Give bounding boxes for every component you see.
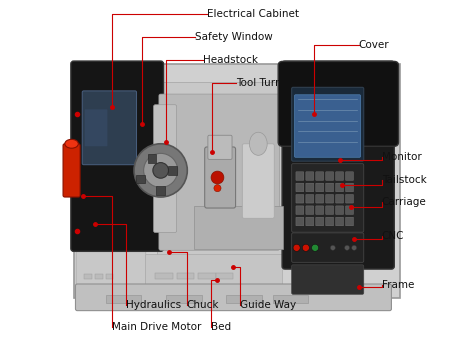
Text: Cover: Cover (359, 40, 389, 50)
FancyBboxPatch shape (326, 172, 334, 180)
FancyBboxPatch shape (292, 164, 364, 232)
Circle shape (214, 185, 221, 192)
FancyBboxPatch shape (306, 206, 314, 214)
Bar (227, 295, 262, 303)
FancyBboxPatch shape (296, 206, 304, 214)
FancyBboxPatch shape (71, 61, 164, 251)
FancyBboxPatch shape (346, 195, 354, 203)
FancyBboxPatch shape (316, 172, 324, 180)
FancyBboxPatch shape (282, 61, 394, 269)
FancyBboxPatch shape (208, 135, 232, 159)
FancyBboxPatch shape (316, 195, 324, 203)
FancyBboxPatch shape (316, 183, 324, 192)
Bar (148, 154, 156, 163)
Circle shape (352, 245, 356, 250)
Circle shape (153, 163, 168, 178)
FancyBboxPatch shape (292, 233, 364, 262)
Text: Carriage: Carriage (382, 197, 427, 207)
Bar (198, 273, 216, 279)
Bar (136, 175, 145, 183)
FancyBboxPatch shape (336, 217, 344, 226)
FancyBboxPatch shape (63, 144, 80, 197)
Bar (156, 186, 165, 195)
FancyBboxPatch shape (242, 144, 274, 218)
Text: Tailstock: Tailstock (382, 175, 427, 185)
Bar (168, 166, 177, 175)
Bar (106, 274, 113, 279)
FancyBboxPatch shape (76, 246, 146, 287)
FancyBboxPatch shape (346, 206, 354, 214)
Bar (106, 295, 141, 303)
FancyBboxPatch shape (296, 195, 304, 203)
FancyBboxPatch shape (159, 94, 280, 250)
Bar (273, 295, 308, 303)
FancyBboxPatch shape (336, 195, 344, 203)
Circle shape (311, 244, 319, 251)
Ellipse shape (65, 139, 78, 148)
Circle shape (302, 244, 310, 251)
FancyBboxPatch shape (326, 206, 334, 214)
FancyBboxPatch shape (306, 183, 314, 192)
Text: Guide Way: Guide Way (240, 300, 296, 310)
Text: CNC: CNC (382, 231, 404, 241)
FancyBboxPatch shape (75, 284, 392, 311)
FancyBboxPatch shape (306, 172, 314, 180)
Bar (155, 273, 173, 279)
FancyBboxPatch shape (336, 206, 344, 214)
Circle shape (345, 245, 349, 250)
FancyBboxPatch shape (306, 195, 314, 203)
Bar (194, 206, 283, 248)
Polygon shape (73, 64, 401, 298)
Circle shape (211, 171, 224, 184)
Text: Safety Window: Safety Window (195, 32, 273, 42)
Bar (216, 273, 234, 279)
FancyBboxPatch shape (326, 195, 334, 203)
FancyBboxPatch shape (292, 265, 364, 294)
Bar (84, 274, 92, 279)
Text: Tool Turret: Tool Turret (237, 78, 290, 88)
FancyBboxPatch shape (336, 172, 344, 180)
FancyBboxPatch shape (346, 183, 354, 192)
Bar (95, 274, 103, 279)
Text: Hydraulics: Hydraulics (126, 300, 181, 310)
Text: Frame: Frame (382, 280, 414, 290)
FancyBboxPatch shape (296, 183, 304, 192)
Bar (157, 82, 283, 259)
Text: Monitor: Monitor (382, 152, 421, 162)
Text: Main Drive Motor: Main Drive Motor (112, 322, 201, 332)
FancyBboxPatch shape (316, 206, 324, 214)
Bar (177, 273, 194, 279)
FancyBboxPatch shape (326, 183, 334, 192)
FancyBboxPatch shape (296, 217, 304, 226)
FancyBboxPatch shape (85, 109, 108, 146)
FancyBboxPatch shape (346, 172, 354, 180)
FancyBboxPatch shape (326, 217, 334, 226)
Circle shape (134, 144, 187, 197)
FancyBboxPatch shape (336, 183, 344, 192)
FancyBboxPatch shape (205, 147, 236, 208)
Text: Chuck: Chuck (187, 300, 219, 310)
Text: Electrical Cabinet: Electrical Cabinet (207, 9, 299, 19)
FancyBboxPatch shape (154, 105, 177, 233)
Circle shape (144, 153, 178, 187)
Bar (166, 295, 201, 303)
FancyBboxPatch shape (316, 217, 324, 226)
Text: Headstock: Headstock (202, 55, 257, 65)
Ellipse shape (249, 132, 267, 155)
FancyBboxPatch shape (296, 172, 304, 180)
FancyBboxPatch shape (306, 217, 314, 226)
FancyBboxPatch shape (82, 91, 137, 165)
FancyBboxPatch shape (146, 255, 283, 287)
FancyBboxPatch shape (346, 217, 354, 226)
FancyBboxPatch shape (294, 95, 361, 157)
Text: Bed: Bed (211, 322, 232, 332)
FancyBboxPatch shape (292, 87, 364, 161)
Circle shape (330, 245, 335, 250)
FancyBboxPatch shape (278, 61, 399, 146)
Circle shape (293, 244, 300, 251)
